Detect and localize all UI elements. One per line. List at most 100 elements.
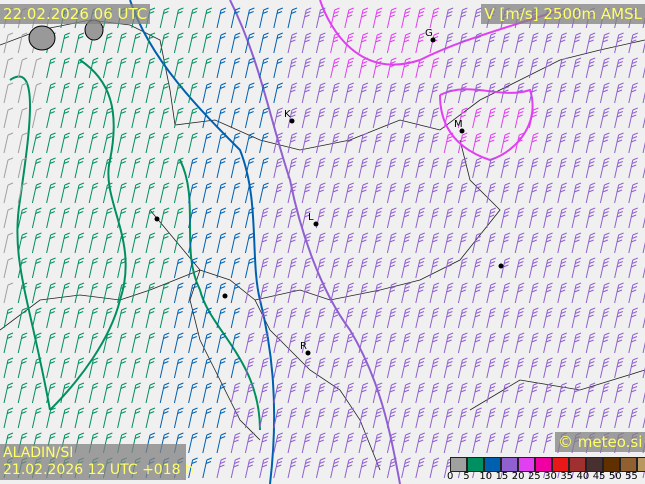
wind-barb — [3, 382, 14, 404]
wind-barb — [500, 82, 511, 104]
wind-barb — [74, 132, 85, 154]
wind-barb — [401, 332, 411, 354]
wind-barb — [486, 32, 496, 54]
wind-barb — [372, 132, 383, 154]
wind-barb — [31, 307, 42, 329]
wind-barb — [301, 382, 312, 404]
wind-barb — [429, 32, 440, 54]
wind-barb — [287, 382, 298, 404]
wind-barb — [415, 382, 425, 404]
wind-barb — [330, 157, 340, 179]
wind-barb — [599, 107, 610, 129]
wind-barb — [287, 57, 298, 79]
wind-barb — [244, 182, 255, 204]
wind-barb — [500, 257, 511, 279]
wind-barb — [287, 282, 298, 304]
wind-barb — [259, 157, 269, 179]
wind-barb — [273, 457, 283, 479]
wind-barb — [372, 82, 383, 104]
wind-barb — [401, 382, 411, 404]
wind-barb — [628, 207, 638, 229]
wind-barb — [443, 57, 454, 79]
wind-barb — [145, 407, 156, 429]
wind-barb — [372, 32, 383, 54]
legend-swatch — [484, 457, 501, 472]
wind-barb — [486, 182, 496, 204]
wind-barb — [358, 257, 369, 279]
wind-barb — [599, 157, 610, 179]
wind-barb — [88, 132, 99, 154]
wind-barb — [528, 332, 539, 354]
wind-barb — [259, 257, 269, 279]
wind-barb — [628, 382, 638, 404]
wind-barb — [273, 232, 283, 254]
legend-tick: 20 — [511, 471, 525, 482]
wind-barb — [628, 232, 638, 254]
wind-barb — [415, 432, 425, 454]
wind-barb — [585, 282, 596, 304]
wind-barb — [287, 232, 298, 254]
wind-barb — [301, 107, 312, 129]
wind-barb — [173, 307, 184, 329]
wind-barb — [60, 407, 70, 429]
wind-barb — [145, 132, 156, 154]
wind-barb — [528, 357, 539, 379]
wind-barb — [46, 82, 56, 104]
wind-barb — [31, 282, 42, 304]
wind-barb — [145, 82, 156, 104]
wind-barb — [173, 57, 184, 79]
wind-barb — [88, 332, 99, 354]
wind-barb — [557, 207, 567, 229]
wind-barb — [259, 132, 269, 154]
legend-tick: 5 — [463, 471, 470, 482]
wind-barb — [372, 7, 383, 29]
wind-barb — [557, 182, 567, 204]
wind-barb — [315, 332, 326, 354]
wind-barb — [230, 282, 241, 304]
wind-barb — [628, 107, 638, 129]
wind-barb — [443, 332, 454, 354]
wind-barb — [102, 382, 113, 404]
wind-barb — [46, 107, 56, 129]
wind-barb — [415, 82, 425, 104]
wind-barb — [358, 182, 369, 204]
wind-barb — [514, 157, 525, 179]
wind-barb — [415, 182, 425, 204]
wind-barb — [131, 57, 141, 79]
wind-barb — [571, 307, 582, 329]
wind-barb — [3, 257, 14, 279]
wind-barb — [457, 207, 468, 229]
wind-barb — [159, 307, 170, 329]
wind-barb — [344, 157, 354, 179]
wind-barb — [216, 157, 227, 179]
wind-barb — [31, 407, 42, 429]
wind-barb — [614, 357, 624, 379]
wind-barb — [230, 407, 241, 429]
wind-barb — [330, 57, 340, 79]
wind-barb — [17, 257, 28, 279]
wind-barb — [557, 32, 567, 54]
wind-barb — [401, 107, 411, 129]
wind-barb — [216, 82, 227, 104]
city-dot — [154, 216, 160, 222]
wind-barb — [102, 107, 113, 129]
wind-barb — [401, 232, 411, 254]
wind-barb — [443, 182, 454, 204]
wind-barb — [273, 382, 283, 404]
wind-barb — [372, 207, 383, 229]
wind-barb — [60, 107, 70, 129]
wind-barb — [628, 257, 638, 279]
wind-barb — [216, 7, 227, 29]
wind-barb — [188, 457, 198, 479]
wind-barb — [301, 232, 312, 254]
wind-barb — [117, 282, 127, 304]
wind-barb — [102, 357, 113, 379]
wind-barb — [202, 357, 212, 379]
wind-barb — [344, 57, 354, 79]
wind-barb — [244, 382, 255, 404]
legend-swatch — [620, 457, 637, 472]
wind-barb — [202, 32, 212, 54]
wind-barb — [173, 32, 184, 54]
